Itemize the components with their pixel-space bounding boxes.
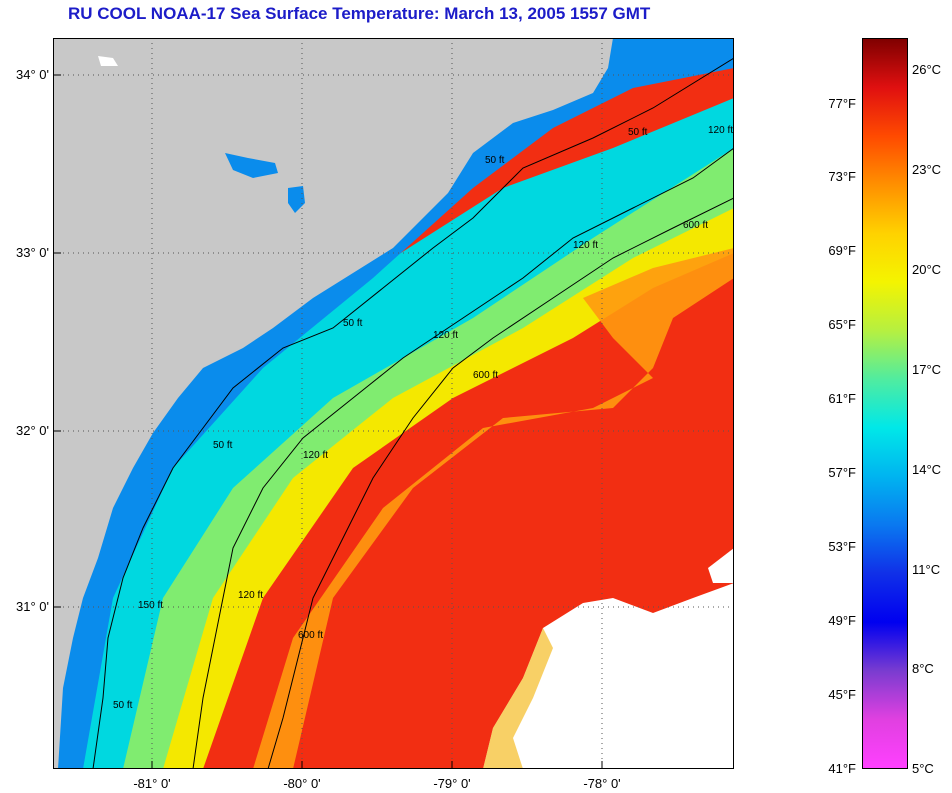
latitude-label: 32° 0'	[16, 423, 49, 438]
celsius-label: 14°C	[912, 462, 942, 477]
isobath-label: 120 ft	[708, 125, 733, 136]
celsius-label: 17°C	[912, 362, 942, 377]
land-coast	[53, 38, 613, 769]
warm-edge	[253, 248, 734, 769]
fahrenheit-label: 49°F	[828, 613, 856, 628]
isobath-contours	[92, 57, 734, 769]
cloud-patch	[483, 583, 734, 769]
longitude-label: -81° 0'	[133, 776, 171, 791]
isobath-label: 120 ft	[573, 240, 598, 251]
isobath-label: 50 ft	[628, 127, 648, 138]
blue-nearshore	[53, 38, 734, 769]
isobath-label: 150 ft	[138, 600, 163, 611]
sst-map: 50 ft 50 ft 50 ft 50 ft 120 ft 120 ft 12…	[53, 38, 734, 769]
fahrenheit-label: 69°F	[828, 243, 856, 258]
fahrenheit-label: 53°F	[828, 539, 856, 554]
map-border	[53, 38, 734, 769]
fahrenheit-label: 77°F	[828, 96, 856, 111]
latitude-label: 31° 0'	[16, 599, 49, 614]
isobath-label: 600 ft	[473, 370, 498, 381]
fahrenheit-label: 73°F	[828, 169, 856, 184]
lake-marion	[225, 153, 278, 178]
yellow-band	[113, 188, 734, 769]
isobath-label: 600 ft	[683, 220, 708, 231]
temperature-colorbar	[862, 38, 908, 769]
celsius-label: 26°C	[912, 62, 942, 77]
celsius-label: 8°C	[912, 661, 934, 676]
tick-marks	[53, 74, 603, 769]
isobath-label: 120 ft	[303, 450, 328, 461]
isobath-label: 50 ft	[113, 700, 133, 711]
latitude-label: 33° 0'	[16, 245, 49, 260]
fahrenheit-label: 61°F	[828, 391, 856, 406]
longitude-label: -80° 0'	[283, 776, 321, 791]
cloud-patch-east	[708, 548, 734, 583]
isobath-label: 50 ft	[343, 318, 363, 329]
cloud-fringe	[483, 628, 553, 769]
isobath-label: 600 ft	[298, 630, 323, 641]
fahrenheit-label: 45°F	[828, 687, 856, 702]
fahrenheit-label: 57°F	[828, 465, 856, 480]
gridlines	[53, 38, 734, 769]
celsius-label: 11°C	[912, 562, 941, 577]
latitude-label: 34° 0'	[16, 67, 49, 82]
celsius-label: 23°C	[912, 162, 942, 177]
lake-moultrie	[288, 186, 305, 213]
celsius-label: 20°C	[912, 262, 942, 277]
fahrenheit-label: 41°F	[828, 761, 856, 776]
cyan-band	[78, 98, 734, 769]
isobath-label: 120 ft	[433, 330, 458, 341]
isobath-label: 120 ft	[238, 590, 263, 601]
isobath-label: 50 ft	[213, 440, 233, 451]
fahrenheit-label: 65°F	[828, 317, 856, 332]
longitude-label: -79° 0'	[433, 776, 471, 791]
celsius-label: 5°C	[912, 761, 934, 776]
lake-wateree	[98, 56, 118, 66]
map-title: RU COOL NOAA-17 Sea Surface Temperature:…	[68, 4, 651, 23]
isobath-label-group: 50 ft 50 ft 50 ft 50 ft 120 ft 120 ft 12…	[113, 125, 733, 711]
isobath-label: 50 ft	[485, 155, 505, 166]
longitude-label: -78° 0'	[583, 776, 621, 791]
